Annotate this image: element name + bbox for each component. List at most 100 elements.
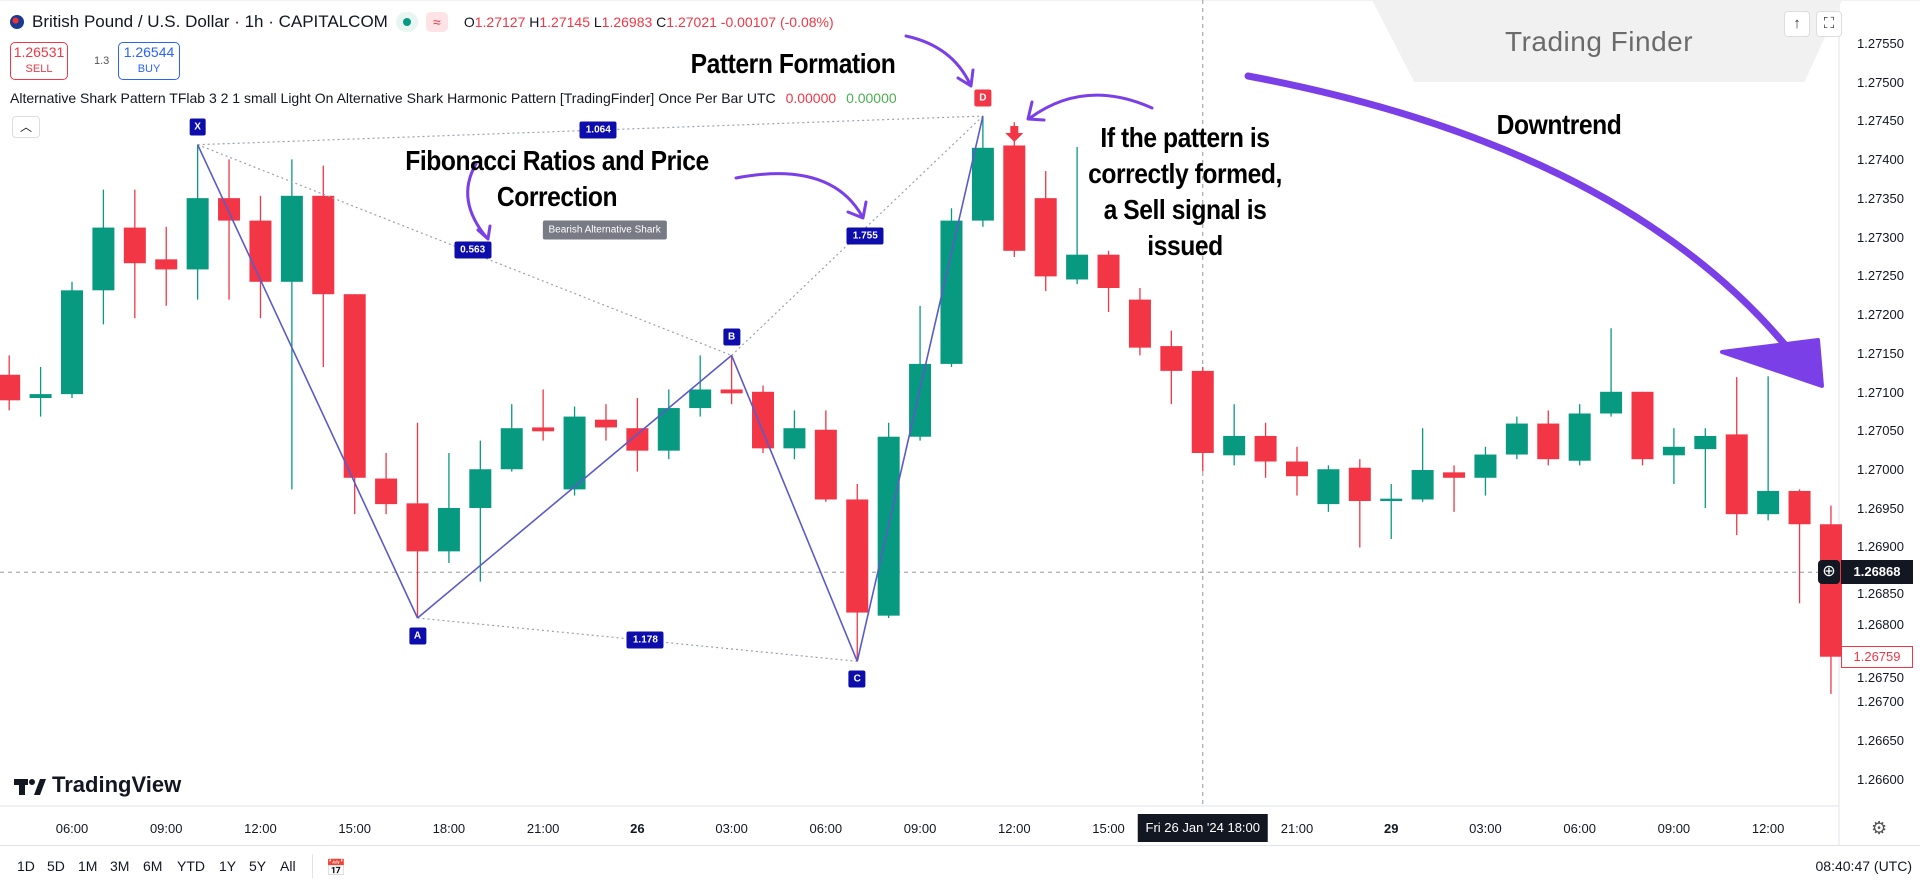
candle: [563, 416, 586, 490]
pattern-leg: [416, 354, 733, 619]
range-6m[interactable]: 6M: [143, 858, 163, 874]
add-plus-circle-icon[interactable]: ⊕: [1818, 560, 1840, 585]
buy-label: BUY: [137, 63, 161, 75]
candle: [909, 363, 932, 437]
symbol-title[interactable]: British Pound / U.S. Dollar · 1h · CAPIT…: [32, 12, 388, 31]
candle: [1034, 198, 1057, 277]
downtrend-arrowhead-icon: [1720, 338, 1824, 388]
annotation-pattern-formation: Pattern Formation: [690, 48, 896, 79]
time-axis-tick: 18:00: [432, 821, 466, 836]
range-3m[interactable]: 3M: [110, 858, 130, 874]
price-axis-tick: 1.27000: [1857, 462, 1904, 478]
range-1m[interactable]: 1M: [78, 858, 98, 874]
pattern-leg: [196, 144, 419, 619]
pattern-name-label: Bearish Alternative Shark: [542, 220, 667, 240]
candle: [626, 428, 649, 451]
time-axis-tick: 26: [630, 821, 645, 836]
low-label: L: [593, 14, 602, 30]
time-axis-tick: 06:00: [809, 821, 843, 836]
range-5d[interactable]: 5D: [47, 858, 65, 874]
low-value: 1.26983: [601, 14, 653, 30]
candle: [1348, 467, 1371, 502]
price-axis-tick: 1.26800: [1857, 616, 1904, 632]
candle: [657, 408, 680, 451]
annotation-downtrend: Downtrend: [1496, 109, 1622, 140]
candle: [1128, 299, 1151, 348]
gbp-flag-icon: [10, 15, 24, 29]
buy-button[interactable]: 1.26544 BUY: [118, 42, 180, 80]
candle: [1411, 470, 1434, 500]
clock[interactable]: 08:40:47 (UTC): [1815, 858, 1912, 874]
candle: [1725, 434, 1748, 515]
candle: [218, 198, 241, 221]
scroll-to-latest-arrow-up-icon[interactable]: ↑: [1784, 11, 1810, 37]
range-1y[interactable]: 1Y: [219, 858, 237, 874]
range-ytd[interactable]: YTD: [177, 858, 205, 874]
candle: [29, 394, 52, 398]
ratio-label: 0.563: [454, 241, 492, 259]
divider: [312, 854, 313, 878]
symbol-header: British Pound / U.S. Dollar · 1h · CAPIT…: [10, 12, 834, 32]
fullscreen-icon[interactable]: ⛶: [1816, 11, 1842, 37]
annotation-fibonacci: Fibonacci Ratios and Price Correction: [381, 143, 733, 215]
arrow-icon: [466, 162, 492, 241]
time-axis-tick: 12:00: [998, 821, 1031, 836]
candle: [1568, 413, 1591, 461]
time-axis-tick: 09:00: [903, 821, 937, 836]
range-5y[interactable]: 5Y: [249, 858, 267, 874]
last-price-label: 1.26759: [1841, 645, 1913, 668]
bottom-toolbar: 1D 5D 1M 3M 6M YTD 1Y 5Y All 📅 08:40:47 …: [0, 845, 1920, 886]
market-open-status[interactable]: [395, 12, 418, 32]
price-axis-tick: 1.27400: [1857, 152, 1904, 168]
candle: [1003, 145, 1026, 251]
time-axis-tick: 06:00: [1563, 821, 1596, 836]
approx-icon[interactable]: ≈: [425, 12, 448, 32]
indicator-legend[interactable]: Alternative Shark Pattern TFlab 3 2 1 sm…: [10, 90, 897, 106]
annotation-line: Fibonacci Ratios and Price: [405, 145, 709, 176]
candle: [783, 428, 806, 449]
candle: [1757, 490, 1780, 515]
annotation-line: If the pattern is: [1100, 122, 1270, 153]
pattern-point-x: X: [189, 118, 206, 136]
time-axis-tick: 09:00: [149, 821, 183, 836]
range-all[interactable]: All: [280, 858, 296, 874]
high-value: 1.27145: [539, 14, 590, 30]
price-axis-tick: 1.27450: [1857, 113, 1904, 129]
indicator-name: Alternative Shark Pattern TFlab 3 2 1 sm…: [10, 90, 776, 106]
annotation-line: correctly formed,: [1088, 158, 1282, 189]
date-range-calendar-icon[interactable]: 📅: [326, 860, 346, 877]
trading-finder-logo-text: Trading Finder: [1505, 26, 1694, 57]
price-axis-tick: 1.26600: [1857, 771, 1904, 787]
candle: [0, 374, 21, 401]
indicator-value-1: 0.00000: [785, 90, 837, 106]
tradingview-logo[interactable]: TradingView: [52, 772, 182, 797]
time-axis-tick: 21:00: [1280, 821, 1314, 836]
settings-gear-icon[interactable]: ⚙: [1871, 818, 1888, 838]
price-axis-tick: 1.27050: [1857, 423, 1904, 439]
candle: [123, 227, 146, 264]
price-axis-tick: 1.26700: [1857, 694, 1904, 710]
candle: [532, 427, 555, 432]
arrow-icon: [1026, 93, 1154, 122]
range-1d[interactable]: 1D: [17, 858, 35, 874]
sell-button[interactable]: 1.26531 SELL: [10, 42, 68, 80]
high-label: H: [529, 14, 540, 30]
candle: [1191, 370, 1214, 453]
candle: [186, 198, 209, 270]
collapse-chevron-up-icon[interactable]: ︿: [12, 116, 40, 138]
candle: [469, 469, 492, 508]
candle: [1788, 490, 1811, 525]
price-axis-tick: 1.27300: [1857, 229, 1904, 245]
candle: [1285, 461, 1308, 477]
price-axis-tick: 1.27550: [1857, 36, 1904, 51]
time-axis-tick: 09:00: [1657, 821, 1691, 836]
time-axis-tick: 21:00: [526, 821, 560, 836]
candle: [1600, 391, 1623, 414]
sell-price: 1.26531: [13, 44, 65, 60]
buy-price: 1.26544: [123, 44, 175, 60]
annotation-arrows: [466, 34, 1824, 388]
price-axis-tick: 1.27150: [1857, 345, 1904, 361]
candle: [1474, 454, 1497, 478]
candle: [971, 147, 994, 221]
